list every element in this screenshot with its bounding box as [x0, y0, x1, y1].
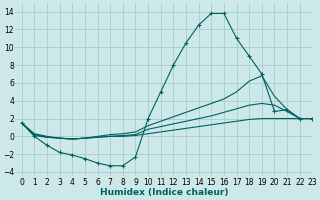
X-axis label: Humidex (Indice chaleur): Humidex (Indice chaleur)	[100, 188, 228, 197]
